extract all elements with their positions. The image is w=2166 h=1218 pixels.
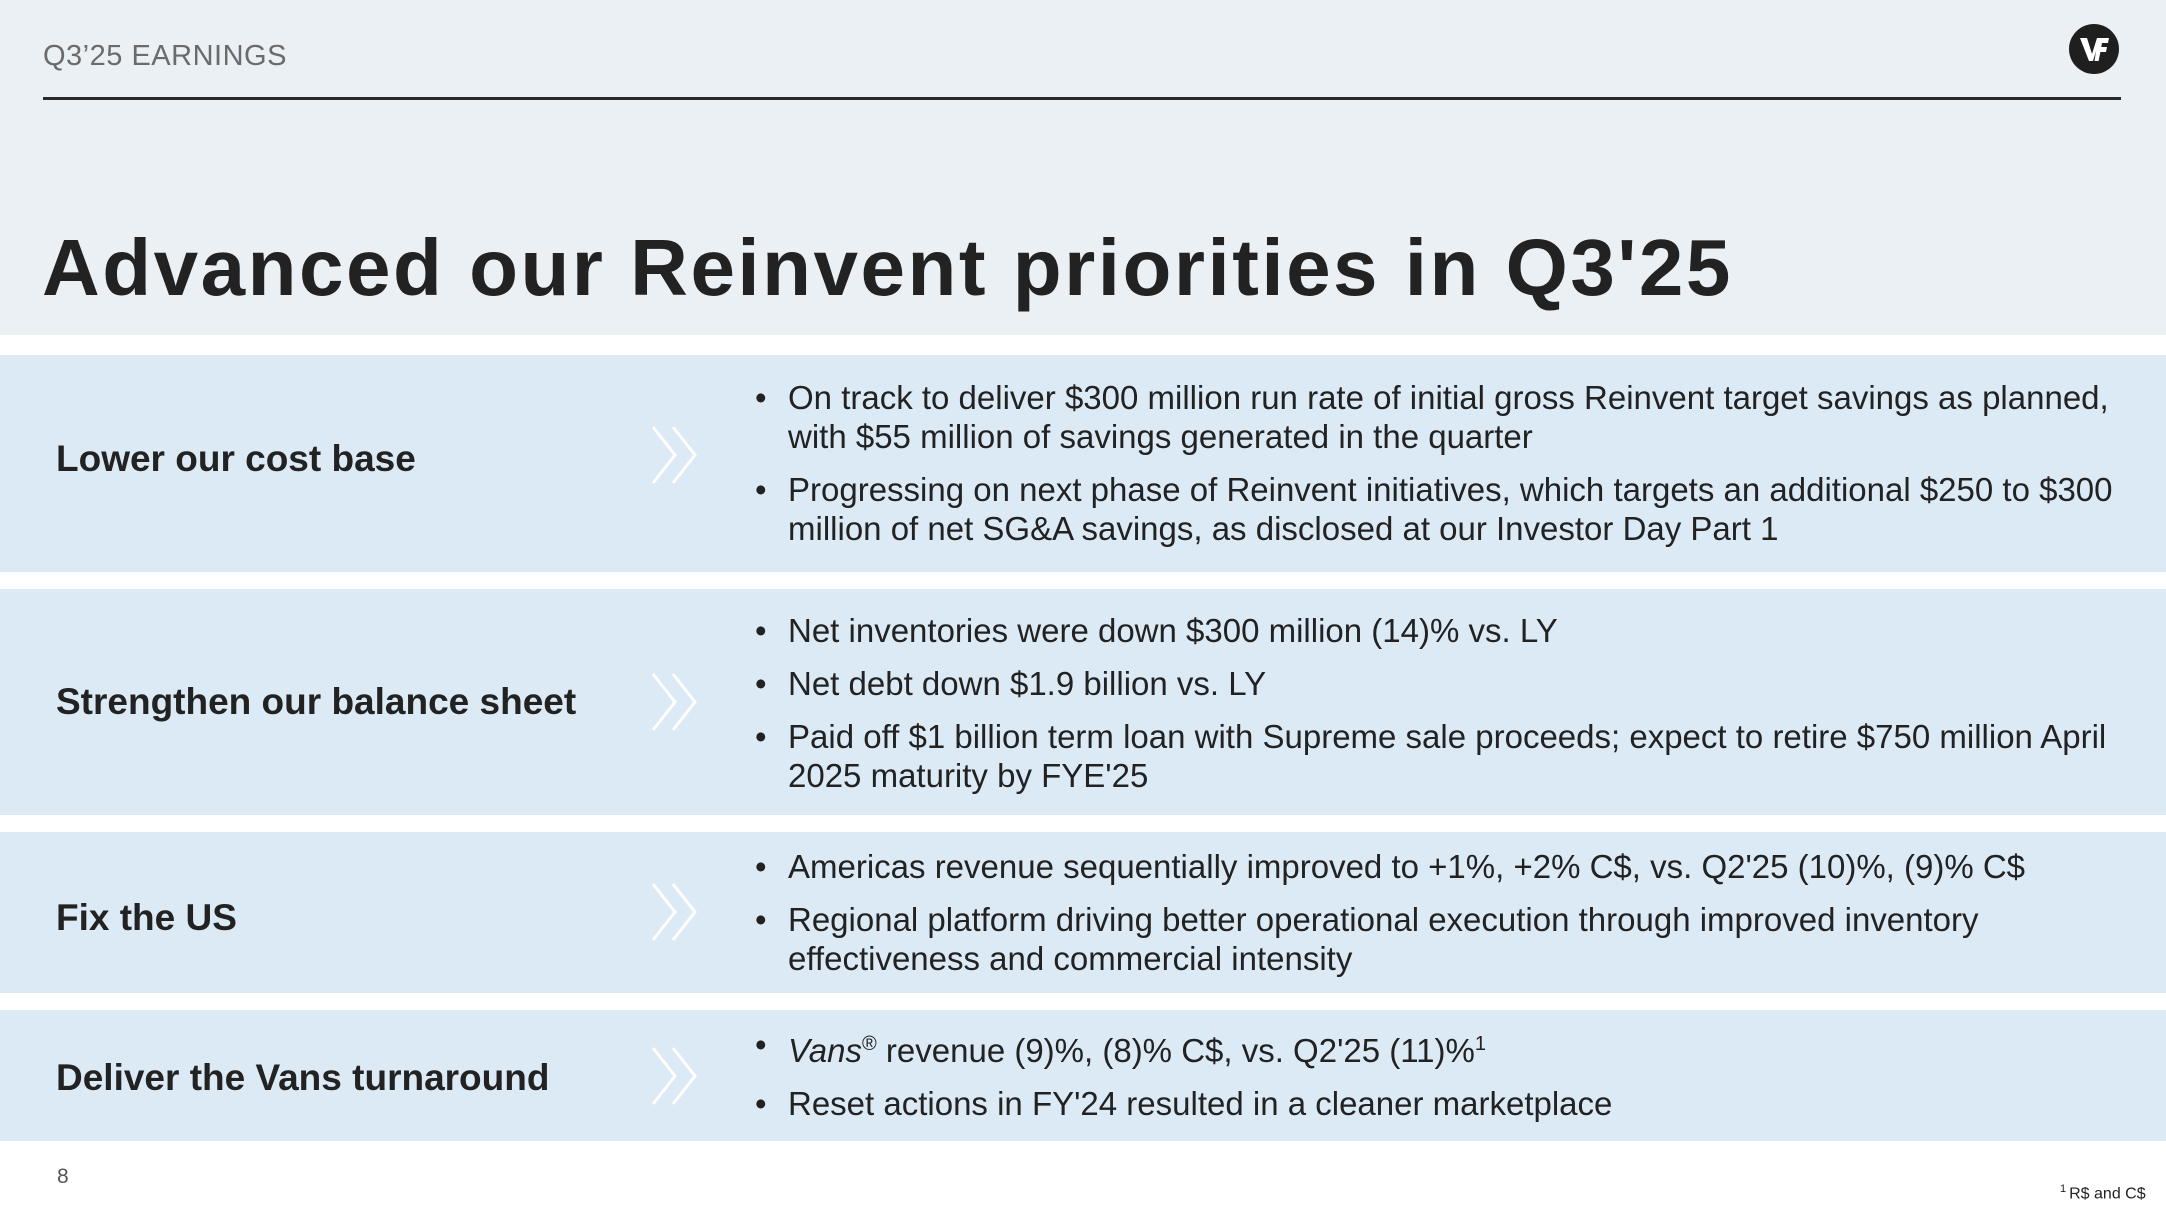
bullet-item-vans-revenue: Vans® revenue (9)%, (8)% C$, vs. Q2'25 (…: [755, 1025, 2128, 1070]
row-label: Fix the US: [56, 897, 237, 938]
header-divider: [43, 97, 2121, 100]
footnote-text: R$ and C$: [2069, 1185, 2146, 1203]
vf-logo-icon: [2069, 24, 2119, 74]
bullet-item: On track to deliver $300 million run rat…: [755, 378, 2128, 456]
double-chevron-right-icon: [651, 883, 697, 941]
footnote-mark: 1: [2060, 1183, 2067, 1195]
bullet-item: Progressing on next phase of Reinvent in…: [755, 470, 2128, 548]
priority-row-cost-base: Lower our cost base On track to deliver …: [0, 355, 2166, 572]
bullet-list: Net inventories were down $300 million (…: [755, 611, 2128, 809]
vans-revenue-text: revenue (9)%, (8)% C$, vs. Q2'25 (11)%: [876, 1032, 1475, 1069]
row-label: Deliver the Vans turnaround: [56, 1057, 550, 1098]
bullet-list: Vans® revenue (9)%, (8)% C$, vs. Q2'25 (…: [755, 1025, 2128, 1137]
slide-title: Advanced our Reinvent priorities in Q3'2…: [42, 223, 1733, 312]
double-chevron-right-icon: [651, 1047, 697, 1105]
priority-row-balance-sheet: Strengthen our balance sheet Net invento…: [0, 589, 2166, 815]
bullet-item: Regional platform driving better operati…: [755, 900, 2128, 978]
row-label: Strengthen our balance sheet: [56, 681, 577, 722]
bullet-item: Paid off $1 billion term loan with Supre…: [755, 717, 2128, 795]
footnote: 1 R$ and C$: [2060, 1183, 2146, 1203]
priority-row-fix-us: Fix the US Americas revenue sequentially…: [0, 832, 2166, 993]
vans-brand: Vans: [788, 1032, 862, 1069]
header-band: [0, 0, 2166, 335]
bullet-list: On track to deliver $300 million run rat…: [755, 378, 2128, 562]
double-chevron-right-icon: [651, 426, 697, 484]
footnote-ref: 1: [1474, 1033, 1486, 1055]
priority-row-vans: Deliver the Vans turnaround Vans® revenu…: [0, 1010, 2166, 1141]
double-chevron-right-icon: [651, 673, 697, 731]
row-label: Lower our cost base: [56, 438, 416, 479]
page-number: 8: [57, 1165, 69, 1188]
bullet-item: Reset actions in FY'24 resulted in a cle…: [755, 1084, 2128, 1123]
bullet-item: Net debt down $1.9 billion vs. LY: [755, 664, 2128, 703]
bullet-item: Americas revenue sequentially improved t…: [755, 847, 2128, 886]
section-label: Q3’25 EARNINGS: [43, 40, 287, 72]
bullet-item: Net inventories were down $300 million (…: [755, 611, 2128, 650]
registered-mark: ®: [862, 1033, 877, 1055]
bullet-list: Americas revenue sequentially improved t…: [755, 847, 2128, 992]
